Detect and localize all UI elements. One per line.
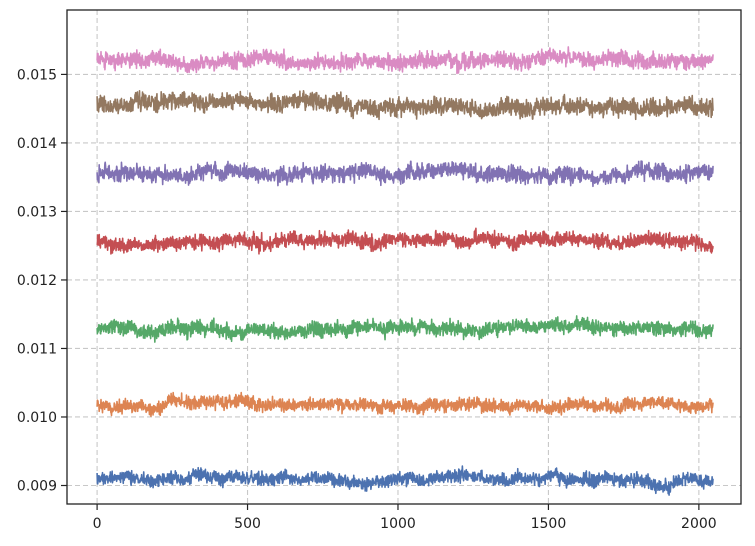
x-tick-label: 1500 xyxy=(531,516,567,532)
y-tick-label: 0.014 xyxy=(17,136,57,152)
y-tick-label: 0.011 xyxy=(17,341,57,357)
x-tick-label: 0 xyxy=(93,516,102,532)
series-line xyxy=(96,89,714,121)
series-line xyxy=(96,315,714,343)
y-tick-label: 0.010 xyxy=(17,410,57,426)
series-line xyxy=(96,160,714,188)
x-tick-label: 2000 xyxy=(681,516,717,532)
y-axis: 0.009 0.010 0.011 0.012 0.013 0.014 0.015 xyxy=(17,67,67,495)
series-line xyxy=(96,46,714,75)
series-lines xyxy=(96,46,714,496)
series-line xyxy=(96,465,714,496)
series-line xyxy=(96,391,714,418)
series-line xyxy=(96,227,714,255)
grid-lines xyxy=(67,10,741,504)
x-axis: 0 500 1000 1500 2000 xyxy=(93,504,717,532)
x-tick-label: 500 xyxy=(234,516,261,532)
y-tick-label: 0.009 xyxy=(17,479,57,495)
plot-frame xyxy=(66,9,742,505)
y-tick-label: 0.015 xyxy=(17,67,57,83)
x-tick-label: 1000 xyxy=(380,516,416,532)
y-tick-label: 0.013 xyxy=(17,204,57,220)
y-tick-label: 0.012 xyxy=(17,273,57,289)
